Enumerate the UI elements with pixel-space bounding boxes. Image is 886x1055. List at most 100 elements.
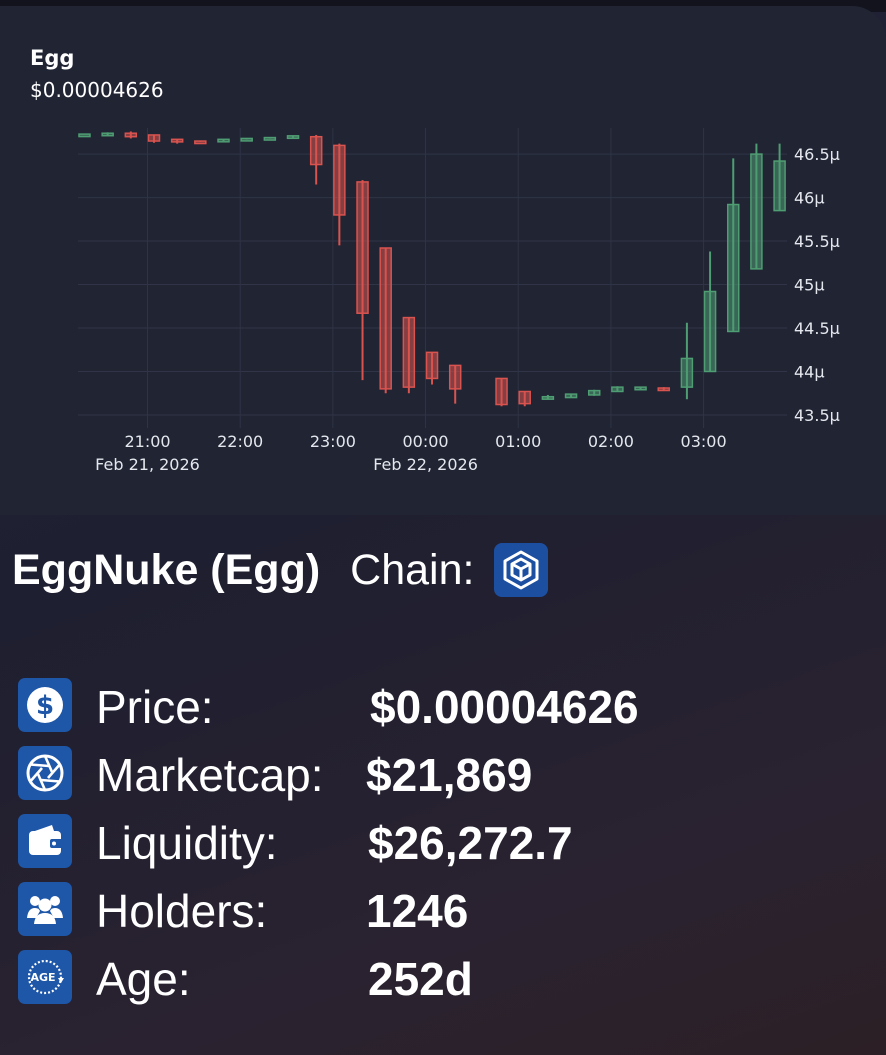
users-icon [18,882,72,936]
candle-body [750,153,763,270]
candle-up [286,135,300,140]
candles [78,131,786,407]
dollar-icon: $ [18,678,72,732]
stat-value-price: $0.00004626 [370,681,639,733]
candle-body [657,387,670,392]
candle-body [680,357,694,388]
candle-up [703,251,717,373]
stat-value-holders: 1246 [366,885,469,937]
x-tick-label: 03:00 [681,432,727,451]
x-tick-date-label: Feb 22, 2026 [373,455,478,474]
y-axis: 43.5µ 44µ 44.5µ 45µ 45.5µ 46µ 46.5µ [794,145,840,425]
x-tick-label: 02:00 [588,432,634,451]
chain-info: Chain: [350,543,549,597]
token-stats: $ Price: $0.00004626 [18,672,878,1012]
candle-body [124,132,138,138]
y-tick-label: 43.5µ [794,406,840,425]
candle-down [657,387,670,392]
svg-text:$: $ [36,691,54,721]
candle-body [703,290,717,373]
y-tick-label: 46.5µ [794,145,840,164]
candle-down [379,247,392,394]
candle-up [564,393,578,399]
stat-row-age: AGE Age: 252d [18,944,878,1012]
candle-up [263,136,277,141]
candle-down [448,364,462,404]
x-tick-label: 22:00 [217,432,263,451]
candle-body [448,364,462,390]
candle-down [309,134,323,185]
age-icon-text: AGE [30,971,55,984]
stat-value-marketcap: $21,869 [366,749,533,801]
candle-up [611,386,624,393]
candle-down [170,138,184,144]
stat-row-price: $ Price: $0.00004626 [18,672,878,740]
candle-body [101,132,114,137]
candle-body [564,393,578,399]
stat-label: Holders: [96,885,268,937]
candle-body [402,316,416,388]
stat-row-liquidity: Liquidity: $26,272.7 [18,808,878,876]
candle-body [518,390,531,405]
y-tick-label: 45µ [794,276,825,295]
candle-body [333,144,346,216]
candle-up [680,322,694,400]
candle-down [495,377,508,407]
candle-body [726,203,740,333]
stat-label: Price: [96,681,214,733]
candle-down [147,134,161,143]
candle-up [217,138,230,143]
candle-up [101,132,114,137]
candle-up [587,389,601,396]
candle-body [78,133,91,138]
candle-body [286,135,300,140]
candlestick-chart[interactable]: 43.5µ 44µ 44.5µ 45µ 45.5µ 46µ 46.5µ 21:00 Feb 2… [0,6,886,515]
chart-price-label: $0.00004626 [30,78,164,102]
candle-body [379,247,392,390]
candle-up [634,386,647,391]
aperture-icon [18,746,72,800]
candle-up [726,158,740,333]
y-tick-label: 46µ [794,189,825,208]
x-tick-label: 01:00 [495,432,541,451]
token-title-row: EggNuke (Egg) Chain: [12,543,549,597]
candle-body [587,389,601,396]
x-tick-date-label: Feb 21, 2026 [95,455,200,474]
candle-body [309,135,323,166]
token-name: EggNuke (Egg) [12,545,321,594]
candle-down [518,390,531,407]
age-icon: AGE [18,950,72,1004]
candle-body [217,138,230,143]
x-tick-label: 00:00 [402,432,448,451]
x-tick-label: 23:00 [310,432,356,451]
wallet-icon [18,814,72,868]
candle-up [750,143,763,270]
stat-row-marketcap: Marketcap: $21,869 [18,740,878,808]
candle-body [147,134,161,142]
candle-down [402,316,416,394]
candle-down [333,143,346,246]
candle-up [240,137,253,142]
candle-body [611,386,624,393]
candle-down [425,351,439,385]
candle-down [124,131,138,139]
candle-body [425,351,439,380]
x-axis: 21:00 Feb 21, 2026 22:00 23:00 00:00 Feb 22, … [95,432,726,474]
stat-label: Liquidity: [96,817,278,869]
candle-body [170,138,184,143]
stat-value-age: 252d [368,953,473,1005]
candle-body [495,377,508,406]
candle-up [541,394,555,400]
candle-down [356,180,369,381]
bnb-chain-icon [494,543,549,597]
price-chart-card[interactable]: Egg $0.00004626 43.5µ 44µ 44.5µ 45µ 45.5µ 46µ… [0,6,886,515]
chart-grid [78,128,787,428]
y-tick-label: 44.5µ [794,319,840,338]
candle-body [773,160,786,212]
stat-label: Age: [96,953,191,1005]
candle-body [240,137,253,142]
chain-label: Chain: [350,545,475,594]
y-tick-label: 44µ [794,362,825,381]
stat-row-holders: Holders: 1246 [18,876,878,944]
